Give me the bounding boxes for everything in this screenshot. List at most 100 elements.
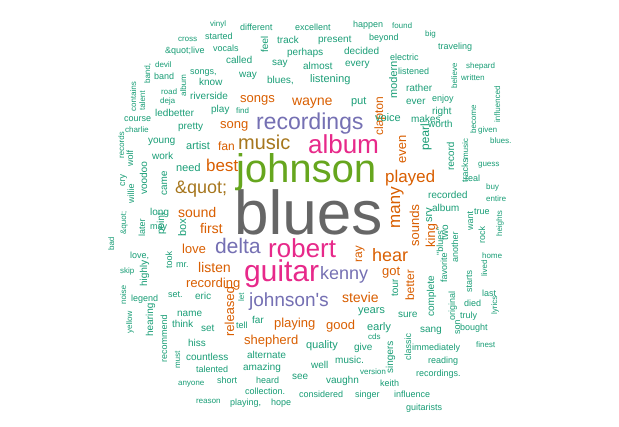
word-reason: reason: [196, 396, 221, 405]
word-even: even: [394, 134, 409, 163]
word-become: become: [469, 104, 478, 133]
word-entire: entire: [486, 194, 507, 203]
word-influence: influence: [394, 389, 431, 399]
word-recorded: recorded: [428, 190, 468, 201]
word-tracks: tracks: [460, 157, 470, 182]
word-later: later: [137, 218, 147, 236]
word-traveling: traveling: [438, 41, 473, 51]
word-blues: blues: [234, 179, 383, 248]
word-countless: countless: [186, 352, 229, 363]
word-classic: classic: [403, 332, 413, 360]
word-deja: deja: [160, 96, 176, 105]
word-considered: considered: [299, 389, 344, 399]
word-give: give: [354, 342, 373, 353]
word-pretty: pretty: [178, 121, 204, 132]
word-hear: hear: [372, 245, 409, 265]
word-wolf: wolf: [125, 149, 135, 166]
word-vocals: vocals: [213, 43, 239, 53]
word-better: better: [403, 269, 417, 300]
word-heights: heights: [495, 210, 504, 236]
word-blues-quoted: "blues": [435, 227, 445, 255]
word-must: must: [173, 350, 182, 368]
word-noise: noise: [119, 284, 128, 304]
word-found: found: [392, 21, 413, 30]
word-listened: listened: [398, 66, 430, 76]
word-big: big: [425, 29, 436, 38]
word-quality: quality: [306, 339, 338, 351]
word-sounds: sounds: [407, 204, 422, 246]
word-music: music: [238, 132, 291, 154]
word-quot-live: &quot;live: [165, 45, 205, 55]
word-excellent: excellent: [295, 22, 331, 32]
word-short: short: [217, 375, 238, 385]
word-album-small: album: [179, 74, 188, 96]
word-guess: guess: [478, 159, 500, 168]
word-immediately: immediately: [412, 342, 461, 352]
word-played: played: [385, 167, 436, 186]
word-took: took: [164, 250, 174, 268]
word-talented: talented: [196, 364, 229, 374]
word-alternate: alternate: [247, 350, 286, 361]
word-shepherd: shepherd: [244, 332, 299, 347]
word-beyond: beyond: [369, 32, 399, 42]
word-kenny: kenny: [320, 263, 369, 283]
word-keith: keith: [380, 378, 400, 388]
word-version: version: [360, 367, 386, 376]
word-good: good: [326, 317, 355, 332]
word-music-small: music: [461, 138, 470, 159]
word-heard: heard: [256, 375, 280, 385]
word-love: love: [182, 241, 206, 256]
word-got: got: [382, 263, 401, 278]
word-buy: buy: [486, 182, 499, 191]
word-put: put: [351, 95, 367, 107]
word-sure: sure: [398, 309, 418, 320]
word-guitarists: guitarists: [406, 402, 443, 412]
word-well: well: [311, 360, 329, 371]
word-play: play: [211, 104, 230, 115]
word-fan: fan: [218, 139, 235, 153]
word-album-green: album: [432, 203, 460, 214]
word-released: released: [222, 286, 237, 336]
word-early: early: [367, 321, 391, 333]
word-long: long: [150, 207, 169, 218]
word-robert: robert: [268, 233, 336, 263]
word-name: name: [177, 308, 203, 319]
word-listening: listening: [310, 73, 351, 85]
word-happen: happen: [353, 19, 384, 29]
word-died: died: [464, 298, 482, 308]
word-find: find: [236, 106, 249, 115]
word-many: many: [385, 186, 404, 228]
word-written: written: [461, 73, 485, 82]
word-far: far: [252, 315, 264, 326]
word-favorite: favorite: [439, 252, 449, 282]
word-young: young: [148, 135, 176, 146]
word-voodoo: voodoo: [139, 161, 150, 194]
word-blues-comma: blues,: [267, 75, 294, 86]
word-let: let: [237, 292, 246, 301]
word-set-dot: set.: [168, 289, 183, 299]
word-work: work: [152, 151, 174, 162]
word-singers: singers: [385, 340, 396, 373]
word-delta: delta: [215, 235, 261, 258]
word-band: band: [154, 71, 175, 81]
word-way: way: [239, 69, 257, 80]
word-finest: finest: [476, 340, 496, 349]
word-lived: lived: [480, 259, 489, 276]
word-wayne: wayne: [292, 92, 333, 108]
word-tell: tell: [236, 320, 248, 330]
word-love-comma: love,: [130, 250, 150, 260]
word-johnsons: johnson's: [249, 290, 329, 311]
word-called: called: [226, 55, 253, 66]
word-band-comma: band,: [143, 62, 152, 83]
word-given: given: [478, 125, 498, 134]
word-see: see: [292, 371, 309, 382]
word-reading: reading: [428, 355, 459, 365]
word-anyone: anyone: [178, 378, 205, 387]
word-started: started: [205, 31, 233, 41]
word-complete: complete: [426, 275, 437, 316]
word-singer: singer: [355, 389, 380, 399]
word-makes: makes: [411, 114, 441, 125]
word-ever: ever: [406, 96, 426, 107]
word-know: know: [199, 77, 223, 88]
word-say: say: [272, 57, 288, 68]
